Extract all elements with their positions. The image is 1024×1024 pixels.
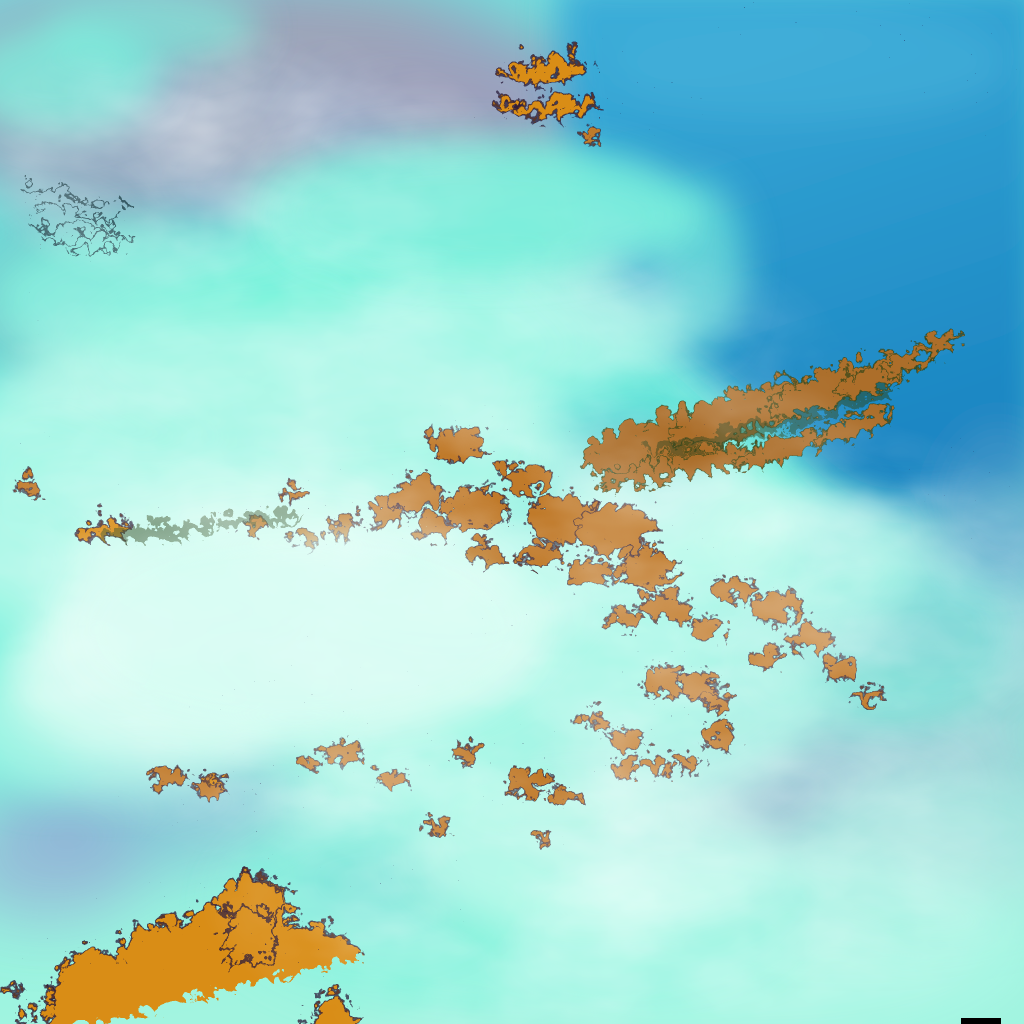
terrain-band-streak — [916, 325, 954, 351]
black-bar-artifact — [961, 1018, 1001, 1024]
cloud-highlight — [80, 530, 520, 730]
speckle-patch — [700, 0, 820, 43]
texture-patch — [610, 420, 1024, 820]
speckle-patch — [955, 75, 1024, 145]
speckle-patch — [10, 910, 170, 990]
cloud-highlight-layer — [80, 155, 680, 730]
speckle-patch — [0, 970, 75, 1024]
speckle-patch — [460, 32, 580, 92]
cloud-highlight — [280, 155, 680, 275]
speckle-patch — [820, 0, 940, 50]
